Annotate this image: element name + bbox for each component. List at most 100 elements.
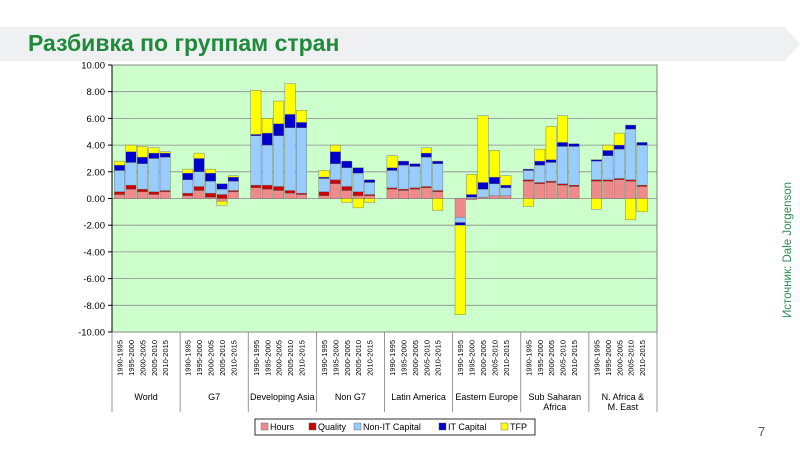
bar-segment-it-capital (568, 143, 580, 147)
bar-segment-hours (409, 188, 421, 199)
x-axis: 1990-1995 1995-2000 2000-2005 2005-2010 2010… (111, 332, 658, 412)
bar-segment-non-it-capital (136, 163, 148, 190)
bar-segment-hours (466, 198, 478, 201)
x-tick-label: 1990-1995 (320, 340, 329, 376)
bar-segment-it-capital (114, 164, 126, 171)
bar-segment-quality (636, 184, 648, 187)
bar-segment-quality (364, 194, 375, 197)
group-label: N. Africa & (602, 392, 645, 402)
x-tick-label: 2010-2015 (638, 340, 647, 376)
x-tick-label: 1990-1995 (524, 340, 533, 376)
y-axis: 10.00 8.00 6.00 4.00 2.00 0.00 -2.00 -4.00 -6.00… (78, 61, 113, 339)
bar-segment-it-capital (432, 160, 444, 164)
bar-segment-tfp (216, 200, 228, 206)
x-tick-label: 2005-2010 (490, 340, 499, 376)
bar-segment-non-it-capital (409, 166, 421, 189)
bar-segment-hours (318, 195, 330, 199)
bar-segment-non-it-capital (602, 155, 614, 181)
bar-segment-it-capital (522, 168, 534, 171)
bar-segment-hours (159, 191, 171, 199)
bar-segment-it-capital (364, 179, 375, 183)
bar-segment-tfp (454, 224, 466, 315)
bar-segment-tfp (602, 144, 614, 151)
bar-segment-quality (193, 186, 205, 191)
group-label: M. East (608, 402, 639, 412)
bar-segment-hours (420, 187, 432, 199)
bar-segment-it-capital (182, 172, 194, 181)
bar-segment-quality (545, 180, 557, 183)
bar-segment-non-it-capital (352, 172, 364, 193)
bar-segment-non-it-capital (341, 167, 353, 187)
bar-segment-quality (227, 190, 239, 193)
bar-segment-hours (364, 195, 375, 199)
x-tick-label: 2005-2010 (354, 340, 363, 376)
bar-segment-non-it-capital (636, 144, 648, 186)
bar-segment-tfp (193, 152, 205, 159)
bar-segment-non-it-capital (557, 146, 568, 185)
group-label: World (134, 392, 157, 402)
bar-segment-non-it-capital (148, 158, 160, 193)
bar-segment-non-it-capital (500, 187, 512, 197)
bar-segment-non-it-capital (466, 196, 478, 199)
bar-segment-non-it-capital (318, 178, 330, 193)
bar-segment-quality (182, 192, 194, 197)
bar-segment-hours (432, 191, 444, 199)
bar-segment-tfp (625, 198, 637, 221)
bar-segment-tfp (636, 198, 648, 213)
bar-segment-it-capital (454, 222, 466, 226)
x-tick-label: 2005-2010 (150, 340, 159, 376)
bar-segment-tfp (613, 132, 625, 146)
bar-segment-hours (591, 180, 602, 199)
bar-segment-hours (227, 191, 239, 199)
bar-segment-tfp (591, 198, 602, 210)
x-tick-label: 2005-2010 (422, 340, 431, 376)
x-tick-label: 2010-2015 (434, 340, 443, 376)
x-tick-label: 2000-2005 (479, 340, 488, 376)
x-tick-label: 1995-2000 (263, 340, 272, 376)
bar-segment-tfp (227, 175, 239, 178)
bar-segment-quality (205, 192, 216, 198)
bar-segment-it-capital (261, 132, 273, 146)
bar-segment-it-capital (284, 114, 296, 128)
bar-segment-quality (625, 179, 637, 182)
bar-segment-quality (114, 191, 126, 195)
bar-segment-quality (159, 190, 171, 193)
bar-segment-non-it-capital (125, 162, 137, 186)
bar-segment-quality (522, 179, 534, 182)
bar-segment-tfp (125, 144, 137, 152)
bar-segment-hours (284, 192, 296, 199)
bar-segment-hours (148, 194, 160, 199)
bar-segment-tfp (386, 155, 398, 168)
bar-segment-non-it-capital (432, 163, 444, 191)
bar-segment-it-capital (613, 144, 625, 150)
x-tick-label: 2005-2010 (286, 340, 295, 376)
x-tick-label: 1995-2000 (331, 340, 340, 376)
x-tick-label: 2000-2005 (547, 340, 556, 376)
bar-segment-hours (261, 188, 273, 199)
x-tick-label: 2000-2005 (207, 340, 216, 376)
bar-segment-hours (341, 190, 353, 199)
legend-label-hours: Hours (270, 422, 295, 432)
x-tick-label: 2005-2010 (627, 340, 636, 376)
bar-segment-hours (625, 180, 637, 199)
x-tick-label: 1990-1995 (456, 340, 465, 376)
bar-segment-tfp (534, 148, 546, 162)
legend-swatch-hours (260, 422, 269, 431)
bar-segment-non-it-capital (205, 180, 216, 194)
bar-segment-it-capital (216, 183, 228, 190)
x-tick-label: 1995-2000 (604, 340, 613, 376)
legend-label-tfp: TFP (510, 422, 527, 432)
x-tick-label: 2010-2015 (161, 340, 170, 376)
x-tick-label: 1990-1995 (592, 340, 601, 376)
bar-segment-hours (250, 187, 262, 199)
bar-segment-non-it-capital (329, 163, 341, 181)
bar-segment-it-capital (250, 134, 262, 136)
bar-segment-tfp (114, 160, 126, 166)
bar-segment-it-capital (125, 151, 137, 163)
bar-segment-it-capital (136, 156, 148, 164)
bars-layer (114, 83, 648, 315)
x-tick-label: 2005-2010 (559, 340, 568, 376)
y-tick-label: 4.00 (87, 141, 106, 152)
x-tick-label: 2000-2005 (411, 340, 420, 376)
